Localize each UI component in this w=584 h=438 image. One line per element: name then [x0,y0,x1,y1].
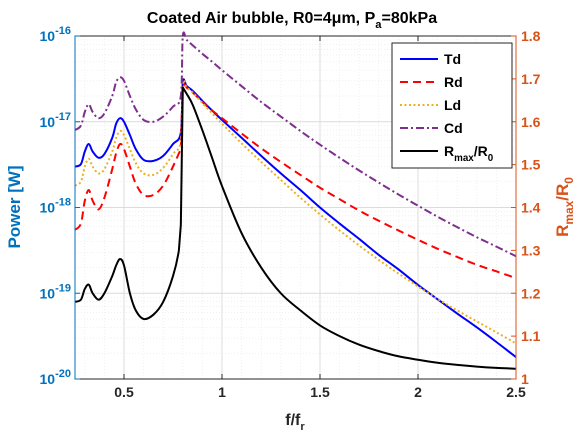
left-tick-label: 10-20 [40,368,71,387]
legend-box [391,42,513,169]
legend-label: Td [444,51,461,67]
legend-label: Cd [444,120,463,136]
x-tick-label: 2.5 [506,384,526,400]
left-tick-label: 10-16 [40,25,71,44]
x-tick-label: 2 [414,384,422,400]
left-y-axis-label: Power [W] [5,165,24,248]
series-lines [74,31,517,370]
x-axis-label: f/fr [285,412,305,433]
x-tick-label: 0.5 [114,384,134,400]
series-line-cd [74,31,517,258]
right-y-axis: 1 1.1 1.2 1.3 1.4 1.5 1.6 1.7 1.8 [511,28,541,387]
left-tick-label: 10-17 [40,111,71,130]
right-tick-label: 1.2 [521,285,541,301]
left-tick-label: 10-18 [40,197,71,216]
right-y-axis-label: Rmax/R0 [553,177,576,237]
legend-label: Ld [444,97,461,113]
x-axis: 0.5 1 1.5 2 2.5 [114,36,526,400]
right-tick-label: 1.5 [521,157,541,173]
legend-label: Rmax/R0 [444,143,494,164]
legend-label: Rd [444,74,463,90]
legend: Td Rd Ld Cd Rmax/R0 [391,42,513,169]
right-tick-label: 1.7 [521,71,541,87]
right-tick-label: 1.4 [521,200,541,216]
x-tick-label: 1.5 [310,384,330,400]
left-tick-label: 10-19 [40,282,71,301]
right-tick-label: 1.6 [521,114,541,130]
right-tick-label: 1.1 [521,328,541,344]
chart-title: Coated Air bubble, R0=4μm, Pa=80kPa [147,10,437,31]
grid [75,36,516,379]
right-tick-label: 1.3 [521,242,541,258]
x-tick-label: 1 [218,384,226,400]
right-tick-label: 1.8 [521,28,541,44]
series-line-rmax [74,86,517,370]
right-tick-label: 1 [521,371,529,387]
left-y-axis: 10-20 10-19 10-18 10-17 10-16 [40,25,80,387]
